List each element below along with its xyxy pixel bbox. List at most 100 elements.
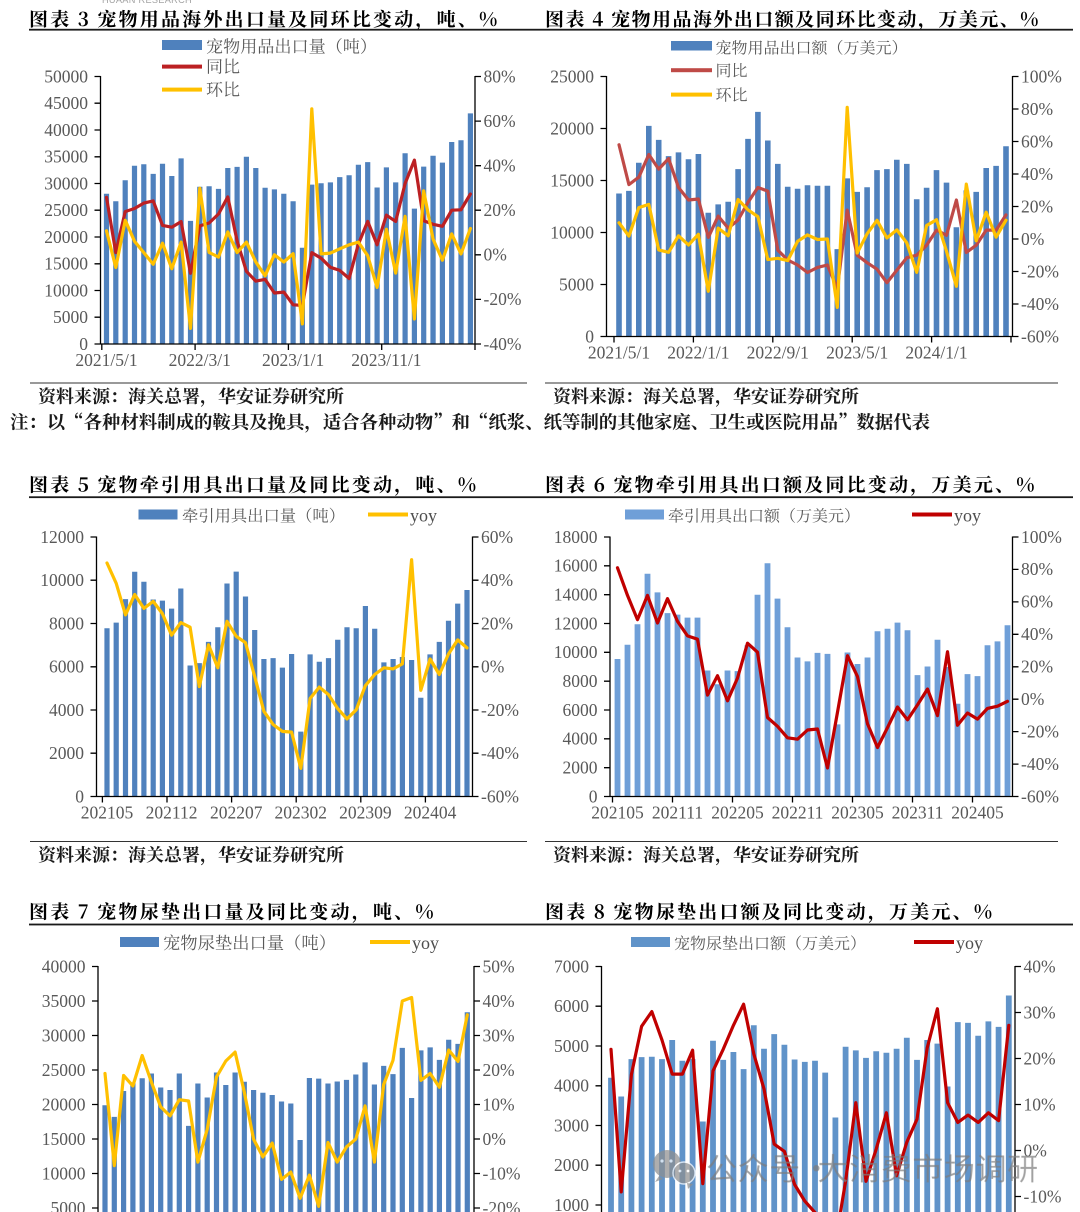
svg-text:80%: 80%	[484, 66, 516, 86]
svg-text:-40%: -40%	[484, 334, 522, 354]
svg-text:12000: 12000	[40, 527, 84, 547]
svg-text:5000: 5000	[53, 307, 88, 327]
svg-text:202205: 202205	[711, 803, 764, 823]
svg-text:-20%: -20%	[481, 700, 519, 720]
svg-text:-40%: -40%	[1021, 754, 1059, 774]
svg-text:40%: 40%	[1021, 624, 1053, 644]
svg-text:25000: 25000	[550, 66, 594, 86]
svg-text:7000: 7000	[554, 956, 589, 976]
svg-text:40%: 40%	[481, 570, 513, 590]
svg-text:-20%: -20%	[483, 1198, 521, 1212]
svg-text:100%: 100%	[1021, 527, 1062, 547]
svg-text:202311: 202311	[892, 803, 944, 823]
svg-text:-20%: -20%	[1021, 721, 1059, 741]
svg-text:20000: 20000	[550, 118, 594, 138]
svg-text:4000: 4000	[554, 1076, 589, 1096]
svg-text:18000: 18000	[554, 527, 598, 547]
svg-text:0%: 0%	[1021, 229, 1044, 249]
svg-text:40000: 40000	[44, 120, 88, 140]
svg-text:-60%: -60%	[1021, 786, 1059, 806]
svg-text:4000: 4000	[563, 729, 598, 749]
svg-text:35000: 35000	[42, 991, 86, 1011]
svg-text:-10%: -10%	[483, 1163, 521, 1183]
svg-text:60%: 60%	[484, 111, 516, 131]
svg-text:202302: 202302	[275, 803, 328, 823]
svg-text:8000: 8000	[49, 613, 84, 633]
svg-text:0%: 0%	[1021, 689, 1044, 709]
svg-text:20%: 20%	[483, 1060, 515, 1080]
svg-text:50000: 50000	[44, 66, 88, 86]
svg-text:45000: 45000	[44, 93, 88, 113]
svg-text:15000: 15000	[550, 170, 594, 190]
svg-text:10000: 10000	[554, 642, 598, 662]
svg-text:202309: 202309	[339, 803, 392, 823]
svg-text:20%: 20%	[1024, 1048, 1056, 1068]
svg-text:2023/11/1: 2023/11/1	[351, 350, 421, 370]
svg-text:-10%: -10%	[1024, 1186, 1062, 1206]
svg-text:-40%: -40%	[1021, 294, 1059, 314]
svg-text:3000: 3000	[554, 1115, 589, 1135]
svg-text:4000: 4000	[49, 700, 84, 720]
svg-text:0: 0	[75, 786, 84, 806]
svg-text:yoy: yoy	[410, 506, 437, 526]
svg-text:100%: 100%	[1021, 66, 1062, 86]
svg-text:20%: 20%	[1021, 657, 1053, 677]
svg-text:35000: 35000	[44, 147, 88, 167]
svg-text:202404: 202404	[404, 803, 457, 823]
svg-text:yoy: yoy	[956, 933, 983, 953]
svg-text:30%: 30%	[483, 1025, 515, 1045]
svg-text:5000: 5000	[559, 274, 594, 294]
svg-text:20%: 20%	[484, 200, 516, 220]
svg-text:202207: 202207	[210, 803, 263, 823]
svg-text:14000: 14000	[554, 585, 598, 605]
svg-text:0%: 0%	[1024, 1140, 1047, 1160]
svg-text:20000: 20000	[42, 1094, 86, 1114]
svg-text:5000: 5000	[554, 1036, 589, 1056]
svg-text:40%: 40%	[484, 156, 516, 176]
svg-text:0%: 0%	[484, 245, 507, 265]
svg-text:80%: 80%	[1021, 99, 1053, 119]
svg-text:202211: 202211	[772, 803, 824, 823]
svg-text:2021/5/1: 2021/5/1	[75, 350, 137, 370]
svg-text:2022/9/1: 2022/9/1	[747, 343, 809, 363]
svg-text:60%: 60%	[1021, 592, 1053, 612]
svg-text:2022/1/1: 2022/1/1	[667, 343, 729, 363]
svg-text:-60%: -60%	[481, 786, 519, 806]
svg-text:HUAAN RESEARCH: HUAAN RESEARCH	[102, 0, 192, 5]
svg-text:1000: 1000	[554, 1195, 589, 1212]
svg-text:25000: 25000	[42, 1060, 86, 1080]
svg-text:202105: 202105	[591, 803, 644, 823]
svg-text:2000: 2000	[563, 758, 598, 778]
svg-text:0%: 0%	[483, 1129, 506, 1149]
svg-text:12000: 12000	[554, 613, 598, 633]
svg-text:10%: 10%	[1024, 1094, 1056, 1114]
svg-text:15000: 15000	[44, 254, 88, 274]
svg-text:6000: 6000	[554, 996, 589, 1016]
svg-text:-40%: -40%	[481, 743, 519, 763]
svg-text:0: 0	[585, 326, 594, 346]
svg-text:-20%: -20%	[484, 289, 522, 309]
svg-text:20%: 20%	[1021, 196, 1053, 216]
svg-text:10000: 10000	[40, 570, 84, 590]
svg-text:0%: 0%	[481, 657, 504, 677]
svg-text:30000: 30000	[44, 173, 88, 193]
svg-text:2022/3/1: 2022/3/1	[169, 350, 231, 370]
svg-text:80%: 80%	[1021, 559, 1053, 579]
svg-text:2024/1/1: 2024/1/1	[905, 343, 967, 363]
svg-text:8000: 8000	[563, 671, 598, 691]
svg-text:0: 0	[589, 786, 598, 806]
svg-text:-20%: -20%	[1021, 261, 1059, 281]
svg-text:60%: 60%	[1021, 131, 1053, 151]
svg-text:40000: 40000	[42, 956, 86, 976]
svg-text:16000: 16000	[554, 556, 598, 576]
svg-text:10000: 10000	[550, 222, 594, 242]
svg-text:2000: 2000	[554, 1155, 589, 1175]
svg-text:0: 0	[79, 334, 88, 354]
svg-text:25000: 25000	[44, 200, 88, 220]
svg-text:50%: 50%	[483, 956, 515, 976]
svg-text:20000: 20000	[44, 227, 88, 247]
svg-text:yoy: yoy	[412, 933, 439, 953]
svg-text:6000: 6000	[49, 657, 84, 677]
svg-text:202405: 202405	[951, 803, 1004, 823]
svg-text:2021/5/1: 2021/5/1	[588, 343, 650, 363]
